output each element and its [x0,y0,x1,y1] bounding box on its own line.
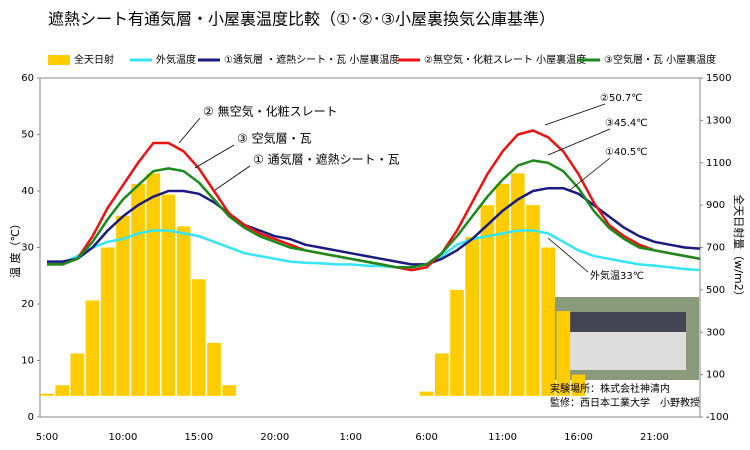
bar [480,205,495,396]
bar [131,183,145,396]
y2-axis-label: 全天日射量（w/m2） [732,194,746,301]
bar [510,173,525,396]
y-tick-label: 20 [21,299,34,310]
bar [70,353,85,396]
leader-line [544,103,606,126]
x-tick-label: 20:00 [260,432,289,443]
y2-tick-label: -100 [706,412,729,423]
bar [495,183,510,396]
bar [526,205,540,396]
y2-tick-label: 1300 [706,115,731,126]
bar [192,279,206,396]
y2-tick-label: 100 [706,370,725,381]
bar [450,289,464,396]
x-tick-label: 11:00 [488,432,517,443]
line [47,186,701,266]
chart-title: 遮熱シート有通気層・小屋裏温度比較（①･②･③小屋裏換気公庫基準） [48,10,555,29]
line [46,229,701,272]
bar [40,393,54,396]
y2-tick-label: 300 [706,327,725,338]
x-tick-label: 16:00 [564,432,593,443]
leader-line [569,157,611,191]
leader-line [178,117,201,144]
bar [100,247,115,396]
bar [571,374,586,396]
legend-label: 外気温度 [156,53,196,66]
annotation: ① 通気層・遮熱シート・瓦 [253,152,400,167]
annotation: ③ 空気層・瓦 [237,131,312,146]
leader-line [194,144,235,169]
y-tick-label: 60 [21,73,34,84]
y-tick-label: 10 [21,356,34,367]
y-axis-label: 温 度（℃） [8,218,22,278]
y-tick-label: 30 [21,243,34,254]
y2-tick-label: 900 [706,200,725,211]
photo-caption: 監修：西日本工業大学 小野教授 [550,396,700,409]
x-tick-label: 5:00 [36,432,58,443]
y-tick-label: 40 [21,186,34,197]
photo-roof [560,312,686,332]
annotation: ② 無空気・化粧スレート [203,104,338,119]
y2-tick-label: 500 [706,285,725,296]
legend-label: 全天日射 [74,53,114,66]
legend-swatch [48,55,70,65]
bar [465,236,480,396]
annotation: 外気温33℃ [590,269,644,282]
bar [85,300,100,396]
leader-line [547,128,611,156]
y2-tick-label: 700 [706,243,725,254]
bar [556,311,571,396]
x-tick-label: 10:00 [109,432,138,443]
x-tick-label: 21:00 [640,432,669,443]
bar [435,353,449,396]
bar [176,226,191,396]
y-tick-label: 0 [28,412,34,423]
annotation: ③45.4℃ [605,118,647,129]
legend-label: ②無空気・化粧スレート 小屋裏温度 [424,53,586,66]
bar [55,385,70,396]
bar [541,247,555,396]
bar [161,194,176,396]
bar [207,342,221,396]
bar [222,385,237,396]
y2-tick-label: 1100 [706,158,731,169]
legend-label: ③空気層・瓦 小屋裏温度 [604,53,716,66]
leader-line [214,165,251,191]
annotation: ②50.7℃ [600,93,642,104]
y-tick-label: 50 [21,130,34,141]
x-tick-label: 1:00 [339,432,361,443]
photo-caption: 実験場所：株式会社神清内 [550,382,670,395]
x-tick-label: 15:00 [184,432,213,443]
line [47,159,701,269]
bar [419,391,434,396]
x-tick-label: 6:00 [415,432,437,443]
y2-tick-label: 1500 [706,73,731,84]
bar [146,173,161,396]
annotation: ①40.5℃ [605,147,647,158]
leader-line [547,237,589,273]
legend-label: ①通気層 ・遮熱シート・瓦 小屋裏温度 [224,53,399,66]
bar [116,215,130,396]
